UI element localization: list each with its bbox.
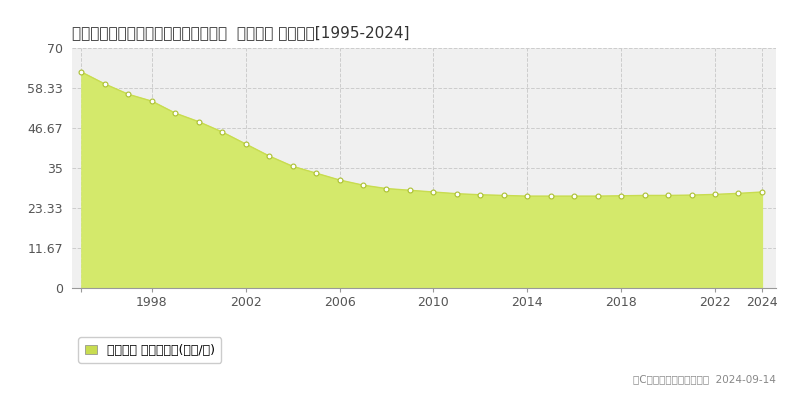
Text: 愛知県一宮市中島通３丁目１２番２外  地価公示 地価推移[1995-2024]: 愛知県一宮市中島通３丁目１２番２外 地価公示 地価推移[1995-2024]	[72, 25, 410, 40]
Legend: 地価公示 平均坪単価(万円/坪): 地価公示 平均坪単価(万円/坪)	[78, 338, 222, 363]
Text: （C）土地価格ドットコム  2024-09-14: （C）土地価格ドットコム 2024-09-14	[633, 374, 776, 384]
